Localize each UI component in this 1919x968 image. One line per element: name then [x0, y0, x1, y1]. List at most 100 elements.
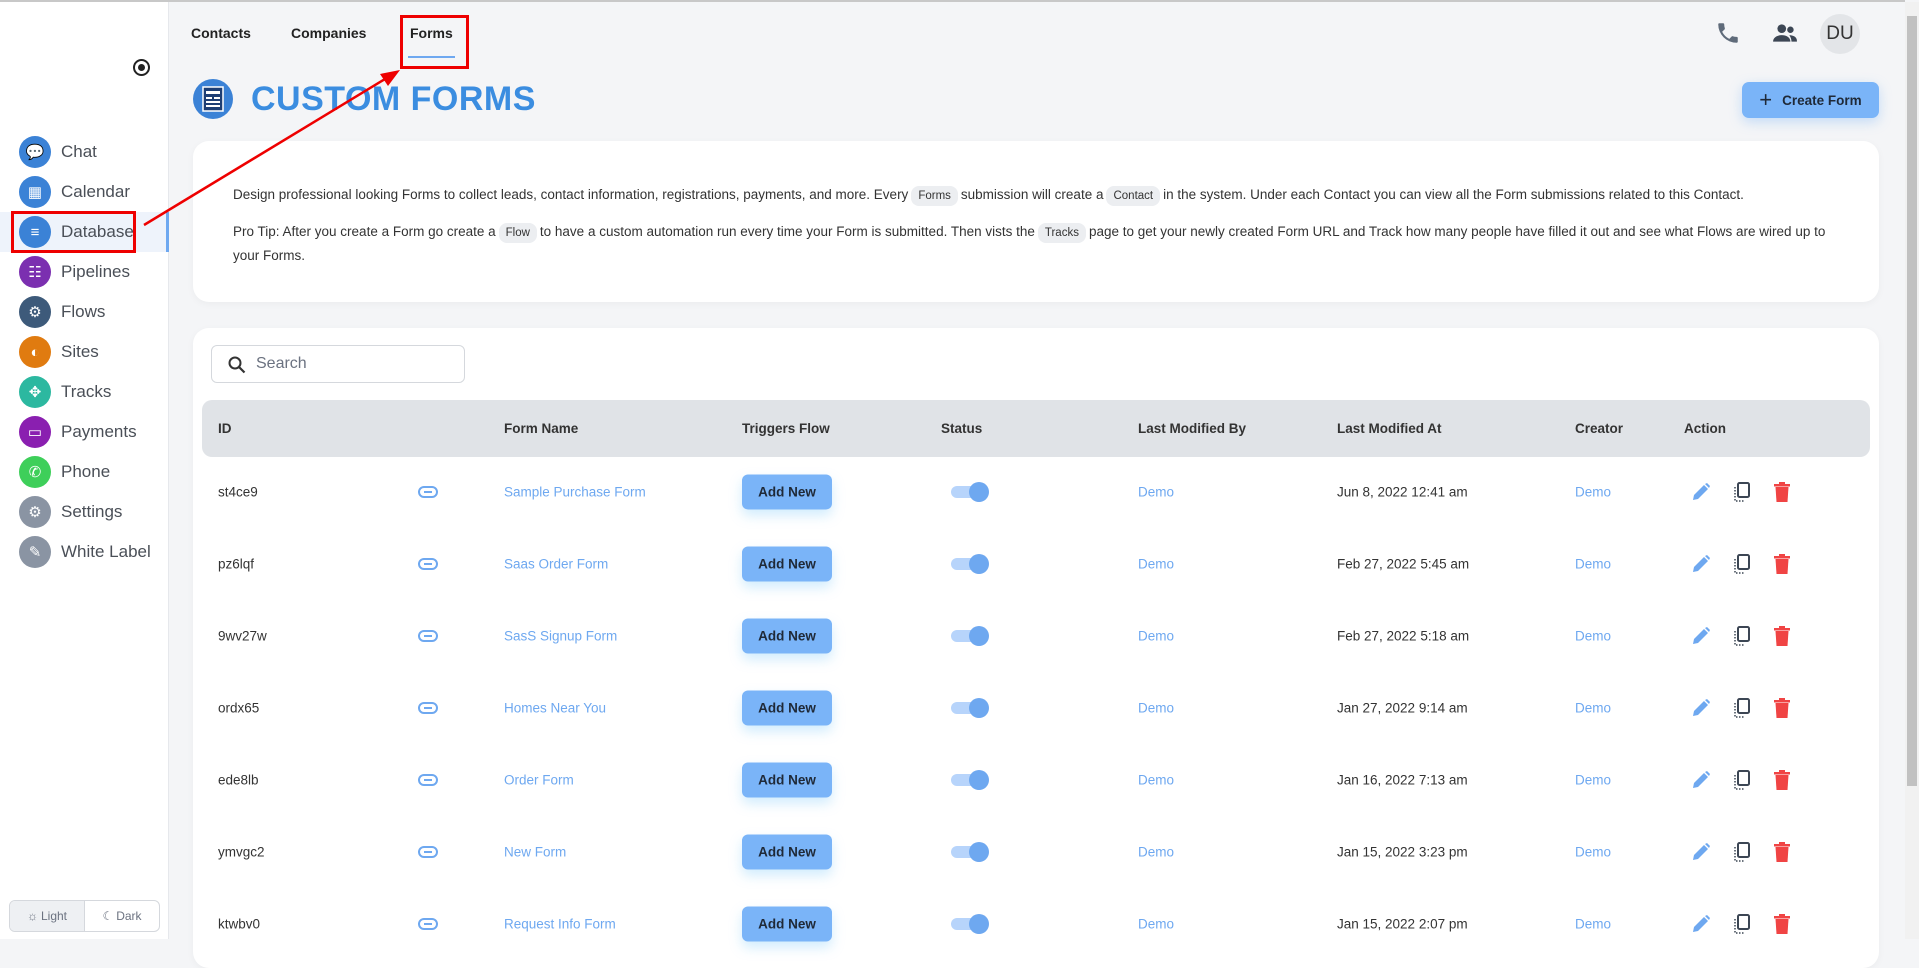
add-new-flow-button[interactable]: Add New [742, 618, 832, 654]
modified-by-link[interactable]: Demo [1138, 916, 1175, 932]
duplicate-icon[interactable] [1733, 914, 1751, 934]
edit-icon[interactable] [1691, 554, 1711, 574]
form-name-link[interactable]: Sample Purchase Form [504, 484, 646, 500]
sidebar-item-pipelines[interactable]: ☷ Pipelines [0, 252, 169, 292]
creator-link[interactable]: Demo [1575, 484, 1612, 500]
col-form-name: Form Name [504, 421, 579, 436]
status-toggle[interactable] [951, 914, 989, 934]
creator-link[interactable]: Demo [1575, 844, 1612, 860]
sidebar-item-phone[interactable]: ✆ Phone [0, 452, 169, 492]
theme-light-button[interactable]: ☼ Light [10, 901, 85, 931]
col-status: Status [941, 421, 983, 436]
form-name-link[interactable]: Homes Near You [504, 700, 607, 716]
sidebar-item-label: Database [61, 222, 134, 241]
duplicate-icon[interactable] [1733, 842, 1751, 862]
phone-icon[interactable] [1715, 20, 1741, 46]
status-toggle[interactable] [951, 482, 989, 502]
sidebar-item-database[interactable]: ≡ Database [0, 212, 169, 252]
creator-link[interactable]: Demo [1575, 772, 1612, 788]
add-new-flow-button[interactable]: Add New [742, 546, 832, 582]
form-name-link[interactable]: SasS Signup Form [504, 628, 618, 644]
link-icon[interactable] [418, 918, 438, 930]
active-tab-indicator [408, 56, 455, 58]
status-toggle[interactable] [951, 770, 989, 790]
sidebar-item-label: Flows [61, 302, 106, 321]
edit-icon[interactable] [1691, 482, 1711, 502]
duplicate-icon[interactable] [1733, 554, 1751, 574]
link-icon[interactable] [418, 702, 438, 714]
add-new-flow-button[interactable]: Add New [742, 762, 832, 798]
link-icon[interactable] [418, 558, 438, 570]
edit-icon[interactable] [1691, 842, 1711, 862]
users-icon[interactable] [1771, 20, 1799, 46]
add-new-flow-button[interactable]: Add New [742, 834, 832, 870]
modified-at: Feb 27, 2022 5:45 am [1337, 556, 1470, 572]
sidebar-item-label: Tracks [61, 382, 112, 401]
duplicate-icon[interactable] [1733, 770, 1751, 790]
edit-icon[interactable] [1691, 770, 1711, 790]
status-toggle[interactable] [951, 626, 989, 646]
modified-by-link[interactable]: Demo [1138, 628, 1175, 644]
edit-icon[interactable] [1691, 698, 1711, 718]
modified-by-link[interactable]: Demo [1138, 844, 1175, 860]
tab-companies[interactable]: Companies [291, 25, 367, 41]
search-input[interactable]: Search [211, 345, 465, 383]
duplicate-icon[interactable] [1733, 482, 1751, 502]
sidebar-item-sites[interactable]: ◐ Sites [0, 332, 169, 372]
delete-icon[interactable] [1774, 842, 1790, 862]
link-icon[interactable] [418, 846, 438, 858]
form-name-link[interactable]: New Form [504, 844, 567, 860]
delete-icon[interactable] [1774, 770, 1790, 790]
add-new-flow-button[interactable]: Add New [742, 690, 832, 726]
link-icon[interactable] [418, 630, 438, 642]
modified-by-link[interactable]: Demo [1138, 772, 1175, 788]
radio-toggle-icon[interactable] [133, 59, 150, 76]
sidebar-item-payments[interactable]: ▭ Payments [0, 412, 169, 452]
add-new-flow-button[interactable]: Add New [742, 474, 832, 510]
form-name-link[interactable]: Saas Order Form [504, 556, 609, 572]
edit-icon[interactable] [1691, 914, 1711, 934]
form-name-link[interactable]: Order Form [504, 772, 574, 788]
status-toggle[interactable] [951, 554, 989, 574]
modified-by-link[interactable]: Demo [1138, 700, 1175, 716]
delete-icon[interactable] [1774, 482, 1790, 502]
tab-forms[interactable]: Forms [410, 25, 453, 41]
scrollbar[interactable] [1905, 2, 1919, 939]
sidebar-item-calendar[interactable]: ▦ Calendar [0, 172, 169, 212]
modified-at: Jan 27, 2022 9:14 am [1337, 700, 1468, 716]
link-icon[interactable] [418, 774, 438, 786]
link-icon[interactable] [418, 486, 438, 498]
creator-link[interactable]: Demo [1575, 916, 1612, 932]
sidebar-item-tracks[interactable]: ✥ Tracks [0, 372, 169, 412]
tab-contacts[interactable]: Contacts [191, 25, 251, 41]
theme-dark-button[interactable]: ☾ Dark [102, 909, 142, 923]
create-form-button[interactable]: + Create Form [1742, 82, 1879, 118]
duplicate-icon[interactable] [1733, 626, 1751, 646]
sidebar-item-label: Pipelines [61, 262, 130, 281]
creator-link[interactable]: Demo [1575, 556, 1612, 572]
form-name-link[interactable]: Request Info Form [504, 916, 616, 932]
delete-icon[interactable] [1774, 698, 1790, 718]
sidebar-item-flows[interactable]: ⚙ Flows [0, 292, 169, 332]
creator-link[interactable]: Demo [1575, 700, 1612, 716]
creator-link[interactable]: Demo [1575, 628, 1612, 644]
modified-by-link[interactable]: Demo [1138, 556, 1175, 572]
scrollbar-thumb[interactable] [1907, 16, 1917, 786]
sidebar-item-white-label[interactable]: ✎ White Label [0, 532, 169, 572]
tracks-chip: Tracks [1037, 223, 1086, 243]
info-card: Design professional looking Forms to col… [193, 141, 1879, 302]
contact-chip: Contact [1106, 186, 1161, 206]
modified-by-link[interactable]: Demo [1138, 484, 1175, 500]
sidebar-item-settings[interactable]: ⚙ Settings [0, 492, 169, 532]
status-toggle[interactable] [951, 842, 989, 862]
white-label-icon: ✎ [19, 536, 51, 568]
status-toggle[interactable] [951, 698, 989, 718]
delete-icon[interactable] [1774, 626, 1790, 646]
duplicate-icon[interactable] [1733, 698, 1751, 718]
add-new-flow-button[interactable]: Add New [742, 906, 832, 942]
delete-icon[interactable] [1774, 914, 1790, 934]
edit-icon[interactable] [1691, 626, 1711, 646]
sidebar-item-chat[interactable]: 💬 Chat [0, 132, 169, 172]
avatar[interactable]: DU [1820, 14, 1860, 54]
delete-icon[interactable] [1774, 554, 1790, 574]
